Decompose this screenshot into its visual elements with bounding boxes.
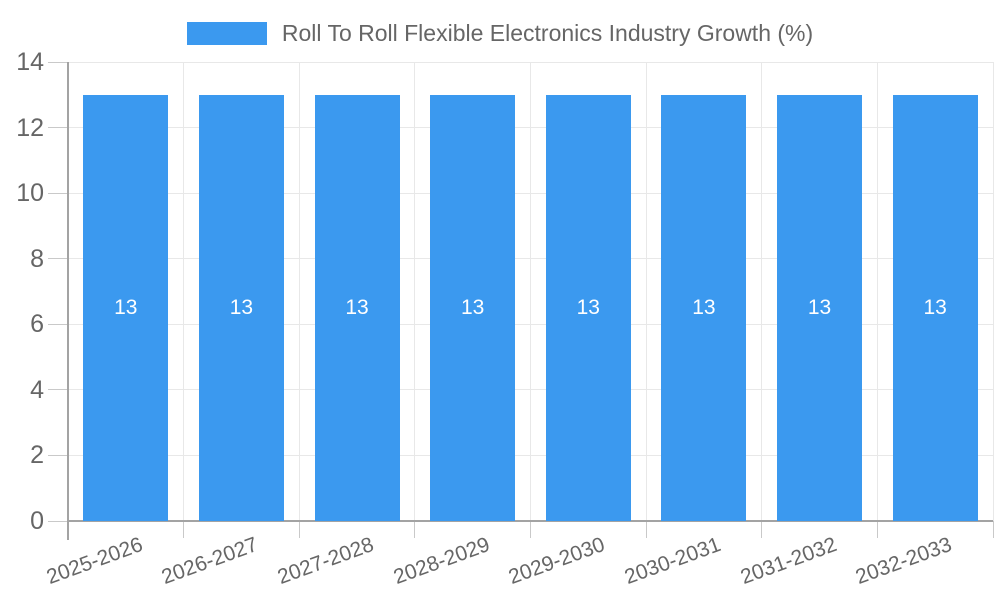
bar[interactable] xyxy=(83,94,169,521)
bar-value-label: 13 xyxy=(461,295,485,319)
bar-value-label: 13 xyxy=(114,295,138,319)
bar-value-label: 13 xyxy=(576,295,600,319)
y-axis-tick-label: 10 xyxy=(16,179,44,208)
y-axis-tick xyxy=(48,454,68,456)
bar-value-label: 13 xyxy=(692,295,716,319)
y-axis-tick xyxy=(48,192,68,194)
y-axis-tick xyxy=(48,127,68,129)
y-axis-tick-label: 2 xyxy=(30,441,44,470)
bar[interactable] xyxy=(430,94,516,521)
bar-value-label: 13 xyxy=(807,295,832,319)
bar[interactable] xyxy=(198,94,284,521)
y-axis-tick-label: 12 xyxy=(16,113,44,142)
y-axis-tick-label: 0 xyxy=(30,507,44,535)
v-gridline xyxy=(876,62,878,521)
bar-value-label: 13 xyxy=(923,295,947,319)
y-axis-tick xyxy=(48,258,68,260)
y-axis-tick-label: 6 xyxy=(30,310,44,339)
x-axis-tick xyxy=(645,521,647,538)
y-axis-tick xyxy=(48,389,68,391)
bar[interactable] xyxy=(314,94,400,521)
chart-legend[interactable]: Roll To Roll Flexible Electronics Indust… xyxy=(0,14,1000,52)
y-axis-tick xyxy=(48,323,68,325)
y-axis-tick xyxy=(48,520,68,522)
v-gridline xyxy=(992,62,994,521)
y-axis-tick-label: 4 xyxy=(30,375,44,404)
y-axis-tick-label: 8 xyxy=(30,244,44,273)
v-gridline xyxy=(761,62,763,521)
v-gridline xyxy=(414,62,416,521)
x-axis-tick xyxy=(992,521,994,538)
bar[interactable] xyxy=(892,94,978,521)
v-gridline xyxy=(298,62,300,521)
legend-label: Roll To Roll Flexible Electronics Indust… xyxy=(281,20,814,46)
x-axis-tick xyxy=(761,521,763,538)
x-axis-tick xyxy=(876,521,878,538)
bar[interactable] xyxy=(545,94,631,521)
x-axis-tick xyxy=(298,521,300,538)
bar-value-label: 13 xyxy=(229,295,254,319)
v-gridline xyxy=(183,62,185,521)
x-axis-line xyxy=(68,520,993,522)
legend-swatch-icon xyxy=(186,21,267,45)
x-axis-tick xyxy=(183,521,185,538)
y-axis-line xyxy=(67,62,69,540)
v-gridline xyxy=(530,62,531,521)
x-axis-tick xyxy=(530,521,531,538)
bar-value-label: 13 xyxy=(345,295,369,319)
y-axis-tick xyxy=(48,61,68,63)
bar[interactable] xyxy=(661,94,747,521)
bar[interactable] xyxy=(777,94,863,521)
v-gridline xyxy=(645,62,647,521)
x-axis-tick xyxy=(414,521,416,538)
y-axis-tick-label: 14 xyxy=(16,48,44,76)
